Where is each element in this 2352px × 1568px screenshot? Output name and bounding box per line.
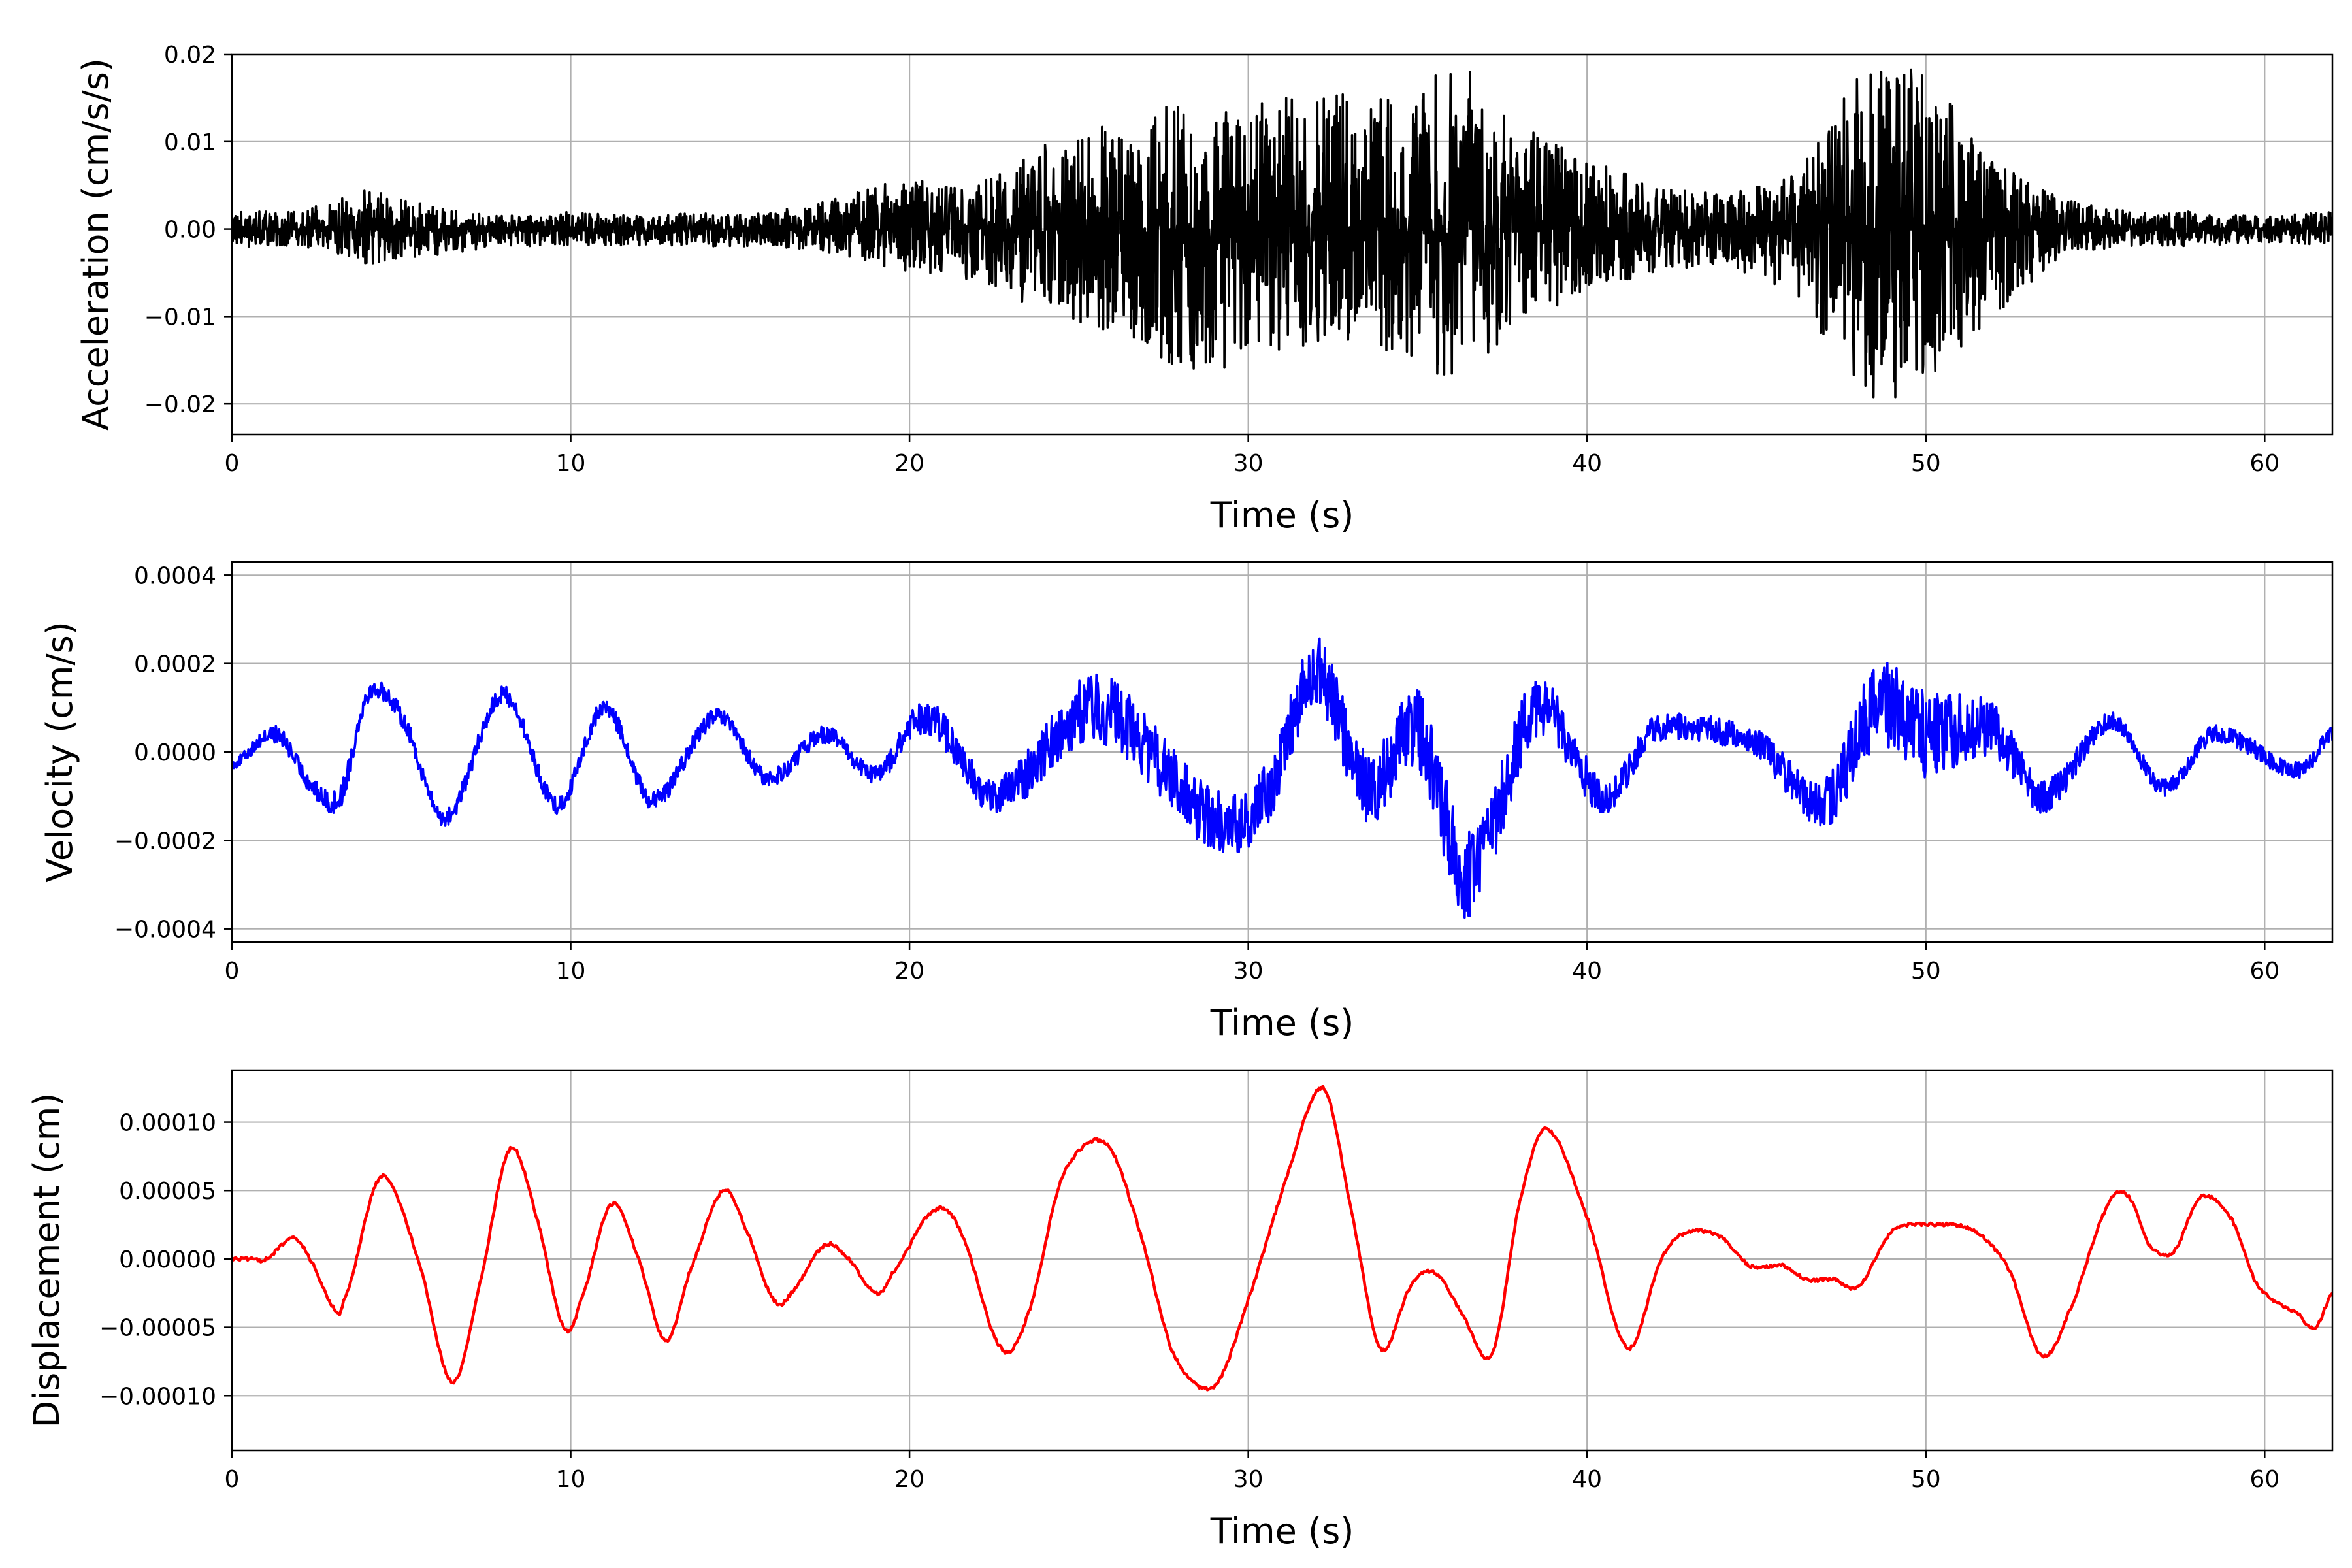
- displacement-y-tick-label: 0.00000: [119, 1247, 216, 1273]
- velocity-y-tick-label: 0.0002: [134, 651, 216, 678]
- acceleration-x-tick-label: 20: [894, 450, 924, 477]
- displacement-x-tick-label: 20: [894, 1466, 924, 1493]
- displacement-y-tick-label: −0.00005: [99, 1315, 216, 1342]
- displacement-y-tick-label: 0.00010: [119, 1110, 216, 1137]
- acceleration-y-tick-label: 0.00: [164, 217, 216, 244]
- displacement-x-tick-label: 0: [225, 1466, 240, 1493]
- displacement-x-tick-label: 40: [1572, 1466, 1602, 1493]
- velocity-y-axis-label: Velocity (cm/s): [39, 621, 80, 883]
- velocity-series-line: [232, 637, 2332, 919]
- acceleration-y-tick-label: 0.02: [164, 42, 216, 69]
- velocity-x-tick-label: 0: [225, 958, 240, 985]
- acceleration-y-axis-label: Acceleration (cm/s/s): [75, 58, 116, 431]
- acceleration-x-tick-label: 10: [556, 450, 586, 477]
- acceleration-y-tick-label: 0.01: [164, 129, 216, 156]
- acceleration-x-tick-label: 30: [1233, 450, 1264, 477]
- velocity-x-tick-label: 10: [556, 958, 586, 985]
- acceleration-x-tick-label: 50: [1911, 450, 1941, 477]
- acceleration-x-tick-label: 40: [1572, 450, 1602, 477]
- displacement-series-line: [232, 1085, 2332, 1392]
- displacement-x-tick-label: 60: [2249, 1466, 2279, 1493]
- acceleration-panel: 0 10 20 30 40 50 60 −0.02 −0.01 0.00 0.01 0.02 Time …: [75, 42, 2334, 536]
- velocity-x-tick-label: 50: [1911, 958, 1941, 985]
- acceleration-x-axis-label: Time (s): [1210, 495, 1354, 536]
- displacement-x-axis-label: Time (s): [1210, 1511, 1354, 1552]
- velocity-y-tick-label: 0.0000: [134, 740, 216, 766]
- velocity-x-tick-label: 40: [1572, 958, 1602, 985]
- acceleration-y-tick-label: −0.01: [144, 304, 216, 331]
- acceleration-series-line: [232, 68, 2332, 399]
- acceleration-plot-frame: [231, 53, 2334, 436]
- velocity-x-axis-label: Time (s): [1210, 1002, 1354, 1043]
- displacement-y-tick-label: −0.00010: [99, 1383, 216, 1410]
- displacement-y-tick-label: 0.00005: [119, 1178, 216, 1205]
- acceleration-x-tick-label: 0: [225, 450, 240, 477]
- displacement-x-tick-label: 30: [1233, 1466, 1264, 1493]
- velocity-x-tick-label: 30: [1233, 958, 1264, 985]
- displacement-x-tick-label: 50: [1911, 1466, 1941, 1493]
- displacement-x-tick-label: 10: [556, 1466, 586, 1493]
- velocity-y-tick-label: −0.0004: [114, 917, 216, 943]
- velocity-panel: 0 10 20 30 40 50 60 −0.0004 −0.0002 0.0000 0.0002 0…: [39, 561, 2334, 1043]
- velocity-x-tick-label: 20: [894, 958, 924, 985]
- displacement-plot-frame: [231, 1069, 2334, 1452]
- acceleration-y-tick-label: −0.02: [144, 391, 216, 418]
- acceleration-x-tick-label: 60: [2249, 450, 2279, 477]
- displacement-y-axis-label: Displacement (cm): [26, 1093, 67, 1428]
- displacement-panel: 0 10 20 30 40 50 60 −0.00010 −0.00005 0.00000 0.00…: [26, 1069, 2334, 1552]
- velocity-y-tick-label: −0.0002: [114, 828, 216, 855]
- velocity-y-tick-label: 0.0004: [134, 563, 216, 589]
- velocity-x-tick-label: 60: [2249, 958, 2279, 985]
